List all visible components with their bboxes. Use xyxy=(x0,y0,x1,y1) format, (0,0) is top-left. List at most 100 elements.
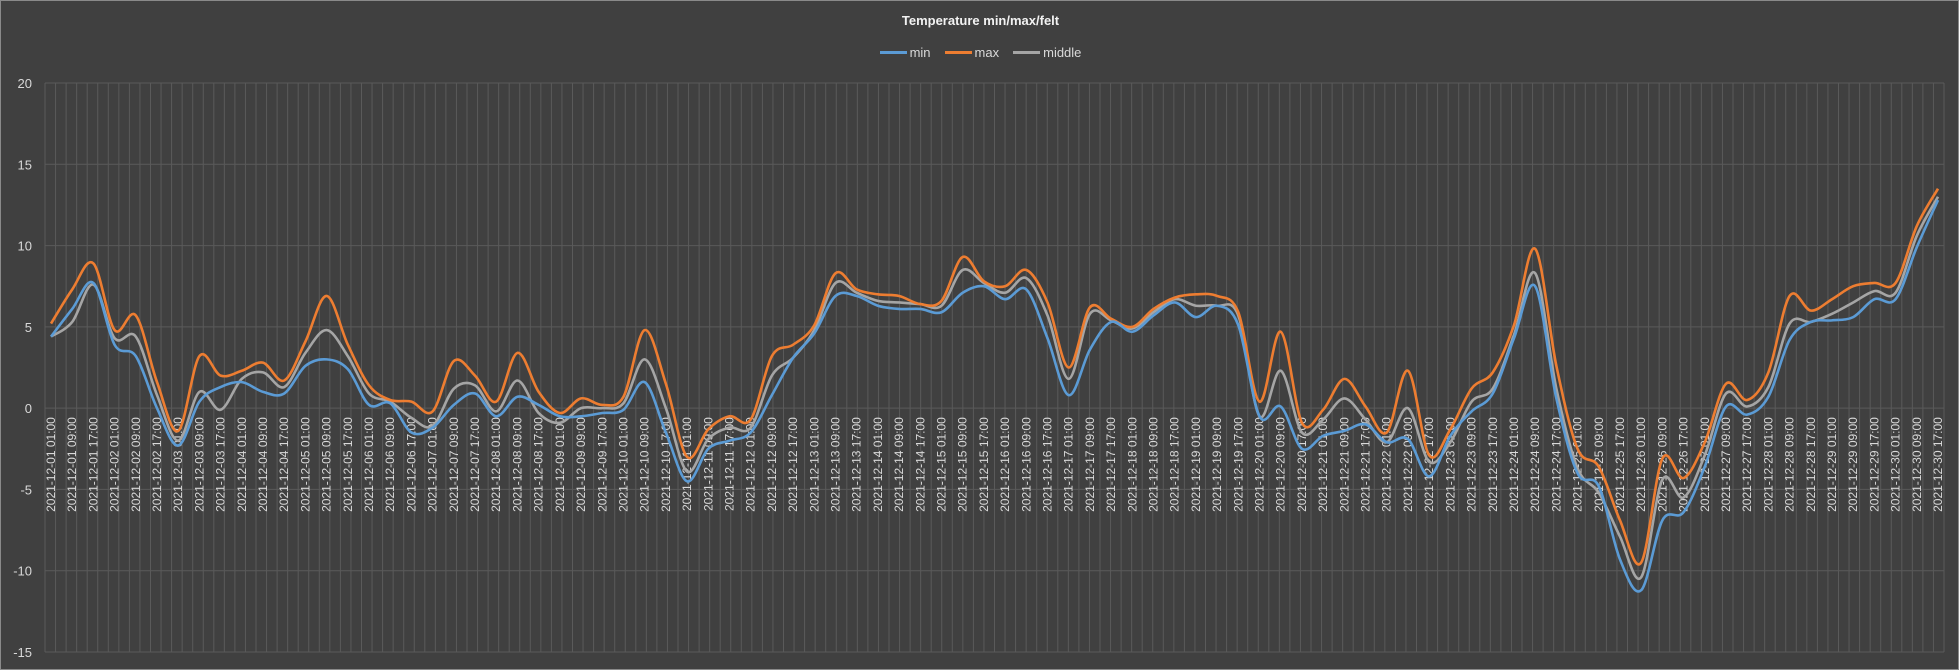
x-tick-label: 2021-12-14 17:00 xyxy=(913,417,927,512)
legend-swatch-min xyxy=(879,51,907,54)
x-tick-label: 2021-12-02 01:00 xyxy=(108,417,122,512)
x-tick-label: 2021-12-05 17:00 xyxy=(341,417,355,512)
x-tick-label: 2021-12-05 09:00 xyxy=(320,417,334,512)
x-tick-label: 2021-12-17 17:00 xyxy=(1104,417,1118,512)
x-tick-label: 2021-12-03 09:00 xyxy=(192,417,206,512)
x-tick-label: 2021-12-04 01:00 xyxy=(235,417,249,512)
x-tick-label: 2021-12-08 17:00 xyxy=(532,417,546,512)
x-tick-label: 2021-12-22 17:00 xyxy=(1422,417,1436,512)
x-tick-label: 2021-12-07 01:00 xyxy=(426,417,440,512)
x-tick-label: 2021-12-19 17:00 xyxy=(1231,417,1245,512)
x-axis: 2021-12-01 01:00 2021-12-01 09:00 2021-12-… xyxy=(44,417,1945,512)
x-tick-label: 2021-12-11 09:00 xyxy=(701,417,715,511)
x-tick-label: 2021-12-06 17:00 xyxy=(404,417,418,512)
legend-swatch-max xyxy=(944,51,972,54)
x-tick-label: 2021-12-28 17:00 xyxy=(1804,417,1818,512)
x-tick-label: 2021-12-21 01:00 xyxy=(1316,417,1330,512)
x-tick-label: 2021-12-30 01:00 xyxy=(1889,417,1903,512)
x-tick-label: 2021-12-12 09:00 xyxy=(765,417,779,512)
chart-title: Temperature min/max/felt xyxy=(901,13,1060,28)
x-tick-label: 2021-12-20 01:00 xyxy=(1253,417,1267,512)
x-tick-label: 2021-12-16 09:00 xyxy=(1019,417,1033,512)
x-tick-label: 2021-12-29 09:00 xyxy=(1846,417,1860,512)
x-tick-label: 2021-12-13 09:00 xyxy=(828,417,842,512)
x-tick-label: 2021-12-26 17:00 xyxy=(1677,417,1691,512)
y-tick-label: -15 xyxy=(13,645,32,660)
x-tick-label: 2021-12-24 01:00 xyxy=(1507,417,1521,512)
x-tick-label: 2021-12-20 09:00 xyxy=(1274,417,1288,512)
x-tick-label: 2021-12-04 17:00 xyxy=(277,417,291,512)
x-tick-label: 2021-12-01 17:00 xyxy=(86,417,100,512)
gridlines xyxy=(44,82,1945,653)
x-tick-label: 2021-12-09 09:00 xyxy=(574,417,588,512)
legend-swatch-middle xyxy=(1013,51,1041,54)
x-tick-label: 2021-12-19 01:00 xyxy=(1189,417,1203,512)
x-tick-label: 2021-12-14 09:00 xyxy=(892,417,906,512)
series-line-max xyxy=(49,188,1940,566)
y-tick-label: 10 xyxy=(18,239,32,254)
x-tick-label: 2021-12-06 09:00 xyxy=(383,417,397,512)
x-tick-label: 2021-12-11 01:00 xyxy=(680,417,694,511)
x-tick-label: 2021-12-08 01:00 xyxy=(489,417,503,512)
x-tick-label: 2021-12-22 09:00 xyxy=(1401,417,1415,512)
legend-item-max: max xyxy=(944,45,1000,60)
y-tick-label: -10 xyxy=(13,564,32,579)
x-tick-label: 2021-12-12 01:00 xyxy=(744,417,758,512)
x-tick-label: 2021-12-01 01:00 xyxy=(44,417,58,512)
x-tick-label: 2021-12-15 09:00 xyxy=(956,417,970,512)
legend: min max middle xyxy=(1,45,1959,60)
x-tick-label: 2021-12-28 01:00 xyxy=(1761,417,1775,512)
x-tick-label: 2021-12-02 17:00 xyxy=(150,417,164,512)
x-tick-label: 2021-12-20 17:00 xyxy=(1295,417,1309,512)
x-tick-label: 2021-12-05 01:00 xyxy=(298,417,312,512)
legend-label-middle: middle xyxy=(1043,45,1082,60)
legend-item-middle: middle xyxy=(1013,45,1081,60)
legend-item-min: min xyxy=(879,45,931,60)
x-tick-label: 2021-12-09 01:00 xyxy=(553,417,567,512)
x-tick-label: 2021-12-30 17:00 xyxy=(1931,417,1945,512)
x-tick-label: 2021-12-17 09:00 xyxy=(1083,417,1097,512)
x-tick-label: 2021-12-21 17:00 xyxy=(1359,417,1373,512)
x-tick-label: 2021-12-29 17:00 xyxy=(1867,417,1881,512)
x-tick-label: 2021-12-25 17:00 xyxy=(1613,417,1627,512)
x-tick-label: 2021-12-09 17:00 xyxy=(595,417,609,512)
x-tick-label: 2021-12-01 09:00 xyxy=(65,417,79,512)
x-tick-label: 2021-12-30 09:00 xyxy=(1910,417,1924,512)
x-tick-label: 2021-12-19 09:00 xyxy=(1210,417,1224,512)
x-tick-label: 2021-12-10 01:00 xyxy=(616,417,630,512)
x-tick-label: 2021-12-24 17:00 xyxy=(1549,417,1563,512)
y-axis: 20 15 10 5 0 -5 -10 -15 xyxy=(13,76,32,660)
x-tick-label: 2021-12-27 09:00 xyxy=(1719,417,1733,512)
x-tick-label: 2021-12-29 01:00 xyxy=(1825,417,1839,512)
x-tick-label: 2021-12-15 01:00 xyxy=(934,417,948,512)
x-tick-label: 2021-12-26 01:00 xyxy=(1634,417,1648,512)
series-line-middle xyxy=(50,196,1940,581)
x-tick-label: 2021-12-14 01:00 xyxy=(871,417,885,512)
x-tick-label: 2021-12-24 09:00 xyxy=(1528,417,1542,512)
x-tick-label: 2021-12-03 17:00 xyxy=(214,417,228,512)
x-tick-label: 2021-12-18 09:00 xyxy=(1147,417,1161,512)
y-tick-label: -5 xyxy=(20,482,32,497)
x-tick-label: 2021-12-07 17:00 xyxy=(468,417,482,512)
x-tick-label: 2021-12-17 01:00 xyxy=(1062,417,1076,512)
x-tick-label: 2021-12-21 09:00 xyxy=(1337,417,1351,512)
x-tick-label: 2021-12-27 17:00 xyxy=(1740,417,1754,512)
x-tick-label: 2021-12-06 01:00 xyxy=(362,417,376,512)
x-tick-label: 2021-12-15 17:00 xyxy=(977,417,991,512)
x-tick-label: 2021-12-04 09:00 xyxy=(256,417,270,512)
x-tick-label: 2021-12-13 17:00 xyxy=(850,417,864,512)
x-tick-label: 2021-12-16 01:00 xyxy=(998,417,1012,512)
x-tick-label: 2021-12-08 09:00 xyxy=(510,417,524,512)
y-tick-label: 20 xyxy=(18,76,32,91)
y-tick-label: 0 xyxy=(25,401,32,416)
x-tick-label: 2021-12-12 17:00 xyxy=(786,417,800,512)
y-tick-label: 5 xyxy=(25,320,32,335)
y-tick-label: 15 xyxy=(18,157,32,172)
x-tick-label: 2021-12-11 17:00 xyxy=(722,417,736,511)
x-tick-label: 2021-12-28 09:00 xyxy=(1783,417,1797,512)
x-tick-label: 2021-12-10 09:00 xyxy=(638,417,652,512)
x-tick-label: 2021-12-02 09:00 xyxy=(129,417,143,512)
x-tick-label: 2021-12-16 17:00 xyxy=(1041,417,1055,512)
legend-label-max: max xyxy=(974,45,1000,60)
